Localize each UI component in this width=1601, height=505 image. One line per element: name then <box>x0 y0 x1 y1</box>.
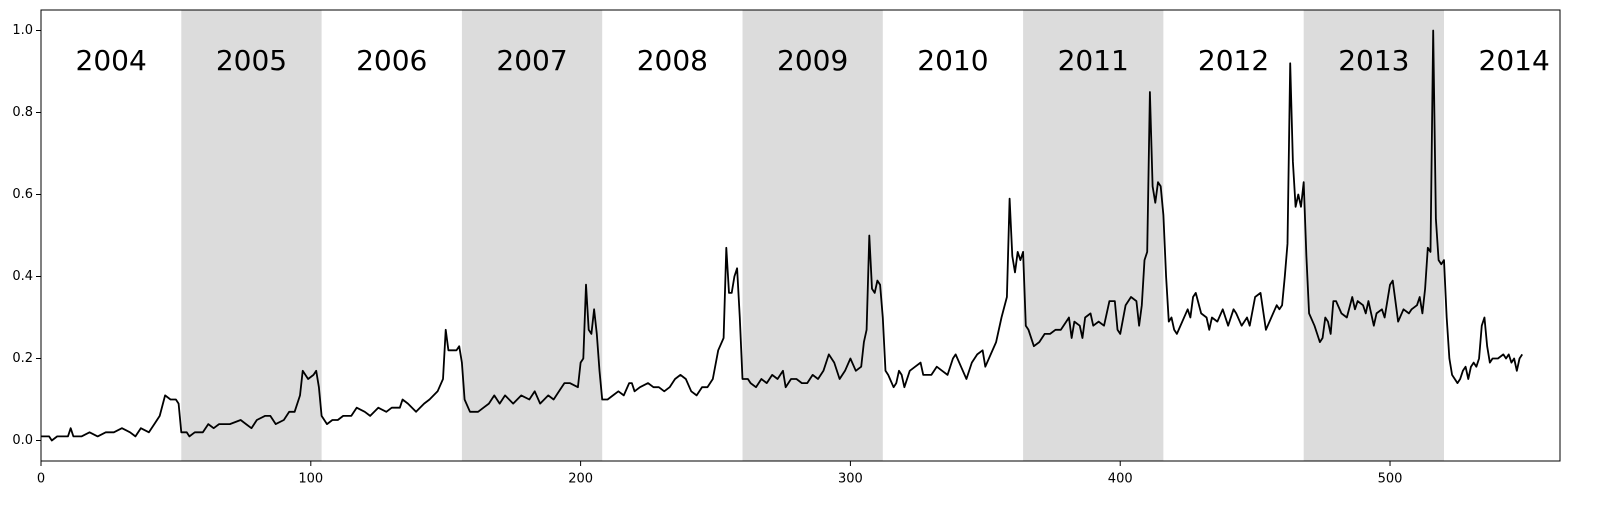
period-band <box>742 10 883 461</box>
x-tick-label: 300 <box>838 472 863 487</box>
y-tick-label: 0.0 <box>12 433 33 448</box>
plot <box>41 29 1523 442</box>
period-label: 2006 <box>356 44 427 77</box>
period-band <box>1303 10 1444 461</box>
y-tick-label: 0.6 <box>12 187 33 202</box>
x-tick-label: 0 <box>37 472 45 487</box>
x-tick-label: 200 <box>568 472 593 487</box>
period-band <box>461 10 603 461</box>
x-tick-label: 500 <box>1378 472 1403 487</box>
period-label: 2010 <box>917 44 988 77</box>
period-label: 2008 <box>637 44 708 77</box>
y-tick-label: 0.2 <box>12 351 33 366</box>
bands <box>181 10 1444 461</box>
period-label: 2007 <box>496 44 567 77</box>
x-tick-label: 400 <box>1108 472 1133 487</box>
period-label: 2011 <box>1058 44 1129 77</box>
period-label: 2013 <box>1338 44 1409 77</box>
data-line <box>41 29 1523 442</box>
period-label: 2012 <box>1198 44 1269 77</box>
period-band <box>1023 10 1164 461</box>
period-label: 2005 <box>216 44 287 77</box>
period-label: 2004 <box>76 44 147 77</box>
period-label: 2014 <box>1479 44 1550 77</box>
plot-frame <box>40 9 1561 462</box>
period-label: 2009 <box>777 44 848 77</box>
y-tick-label: 0.4 <box>12 269 33 284</box>
y-tick-label: 1.0 <box>12 23 33 38</box>
period-band <box>181 10 322 461</box>
y-tick-label: 0.8 <box>12 105 33 120</box>
x-tick-label: 100 <box>298 472 323 487</box>
